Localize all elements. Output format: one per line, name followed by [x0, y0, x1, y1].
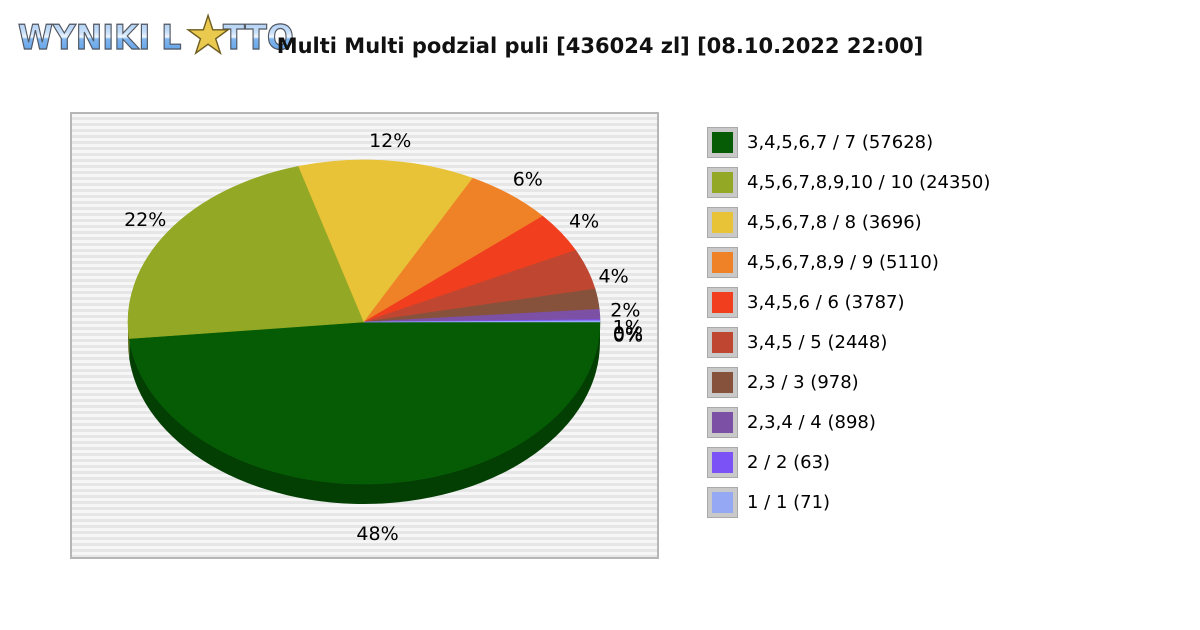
chart-panel [70, 112, 659, 559]
legend-label: 4,5,6,7,8,9,10 / 10 (24350) [747, 171, 991, 193]
legend-item: 4,5,6,7,8 / 8 (3696) [707, 202, 990, 242]
logo-text-right: TTO [223, 18, 295, 58]
legend-swatch-color [712, 211, 733, 233]
legend-label: 4,5,6,7,8,9 / 9 (5110) [747, 251, 939, 273]
legend-item: 3,4,5,6 / 6 (3787) [707, 282, 990, 322]
legend-swatch-color [712, 371, 733, 393]
legend-item: 4,5,6,7,8,9,10 / 10 (24350) [707, 162, 990, 202]
legend-item: 2 / 2 (63) [707, 442, 990, 482]
legend-swatch-color [712, 171, 733, 193]
legend-swatch [707, 246, 738, 278]
legend-swatch-color [712, 291, 733, 313]
legend-swatch [707, 406, 738, 438]
legend-swatch [707, 326, 738, 358]
legend-item: 3,4,5 / 5 (2448) [707, 322, 990, 362]
wyniki-lotto-logo[interactable]: WYNIKI L ★ TTO [17, 6, 299, 66]
legend-swatch [707, 126, 738, 158]
legend-label: 3,4,5,6,7 / 7 (57628) [747, 131, 934, 153]
legend-swatch [707, 206, 738, 238]
legend-label: 4,5,6,7,8 / 8 (3696) [747, 211, 922, 233]
legend-label: 3,4,5 / 5 (2448) [747, 331, 888, 353]
legend-swatch-color [712, 451, 733, 473]
legend-label: 2 / 2 (63) [747, 451, 831, 473]
legend-swatch-color [712, 331, 733, 353]
legend-item: 1 / 1 (71) [707, 482, 990, 522]
legend-swatch [707, 286, 738, 318]
legend-label: 1 / 1 (71) [747, 491, 831, 513]
legend-swatch [707, 166, 738, 198]
legend-swatch-color [712, 491, 733, 513]
legend-item: 2,3,4 / 4 (898) [707, 402, 990, 442]
logo-star-icon: ★ [184, 6, 232, 66]
legend-item: 4,5,6,7,8,9 / 9 (5110) [707, 242, 990, 282]
legend-swatch-color [712, 411, 733, 433]
chart-title: Multi Multi podzial puli [436024 zl] [08… [276, 34, 924, 58]
legend-swatch-color [712, 251, 733, 273]
legend-swatch-color [712, 131, 733, 153]
legend-swatch [707, 366, 738, 398]
legend-label: 2,3,4 / 4 (898) [747, 411, 876, 433]
legend-item: 2,3 / 3 (978) [707, 362, 990, 402]
legend: 3,4,5,6,7 / 7 (57628) 4,5,6,7,8,9,10 / 10… [707, 122, 990, 522]
legend-item: 3,4,5,6,7 / 7 (57628) [707, 122, 990, 162]
legend-label: 3,4,5,6 / 6 (3787) [747, 291, 905, 313]
legend-swatch [707, 486, 738, 518]
legend-label: 2,3 / 3 (978) [747, 371, 859, 393]
logo-text-left: WYNIKI L [17, 18, 182, 58]
legend-swatch [707, 446, 738, 478]
